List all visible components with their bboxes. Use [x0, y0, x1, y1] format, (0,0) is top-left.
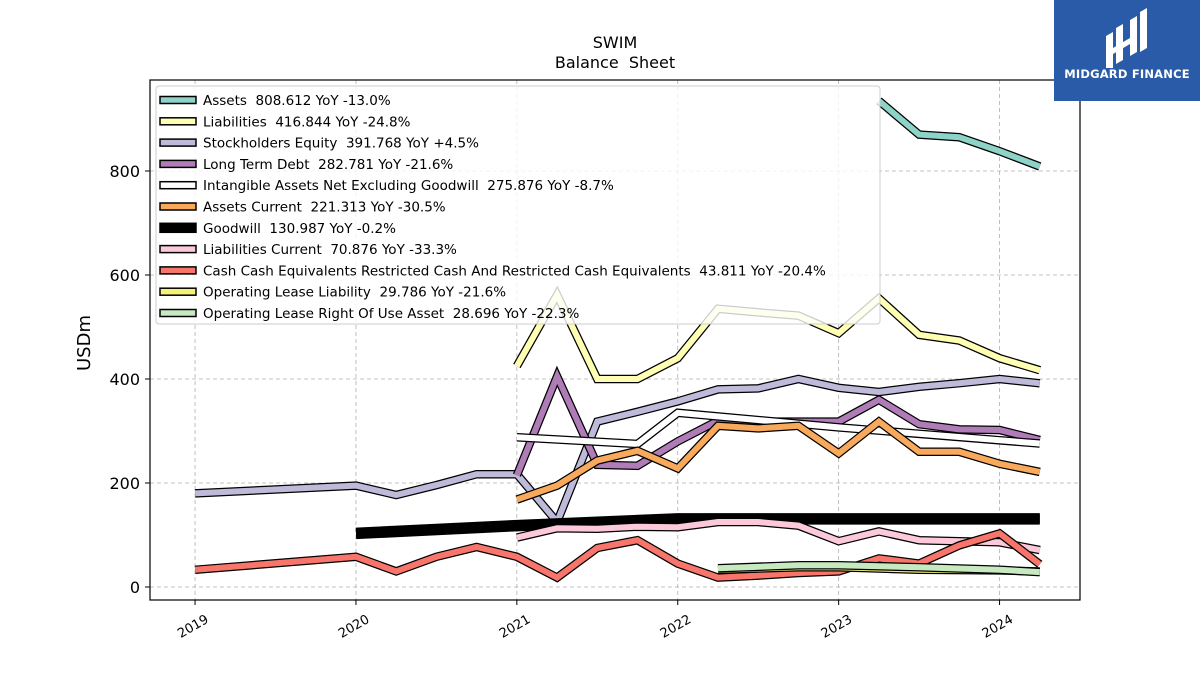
legend-item: Operating Lease Right Of Use Asset 28.69… — [159, 306, 579, 322]
legend-swatch — [159, 180, 197, 190]
y-tick-label: 600 — [109, 266, 140, 285]
chart-subtitle: Balance Sheet — [555, 53, 675, 72]
legend-label: Liabilities 416.844 YoY -24.8% — [203, 114, 411, 130]
series-line — [876, 98, 1041, 170]
series-7 — [355, 513, 1040, 540]
series-line — [516, 519, 1041, 554]
legend-label: Intangible Assets Net Excluding Goodwill… — [203, 178, 614, 194]
y-tick-label: 200 — [109, 474, 140, 493]
x-tick-label: 2022 — [658, 612, 694, 642]
series-layer — [194, 97, 1043, 583]
series-line — [717, 562, 1040, 576]
legend-item: Stockholders Equity 391.768 YoY +4.5% — [159, 136, 479, 152]
series-3 — [194, 374, 1041, 531]
legend-label: Operating Lease Liability 29.786 YoY -21… — [203, 285, 506, 301]
y-axis-label: USDm — [74, 315, 95, 371]
chart-title: SWIM — [593, 33, 638, 52]
legend-label: Liabilities Current 70.876 YoY -33.3% — [203, 242, 457, 258]
legend-swatch — [159, 202, 197, 211]
brand-logo: MIDGARD FINANCE — [1054, 0, 1200, 101]
legend-item: Liabilities Current 70.876 YoY -33.3% — [159, 242, 457, 258]
x-tick-label: 2021 — [497, 612, 533, 642]
legend: Assets 808.612 YoY -13.0% Liabilities 416… — [155, 85, 881, 325]
legend-item: Cash Cash Equivalents Restricted Cash An… — [159, 263, 826, 279]
legend-swatch — [159, 244, 197, 254]
legend-frame — [155, 85, 881, 325]
legend-item: Long Term Debt 282.781 YoY -21.6% — [159, 157, 453, 173]
brand-mark-icon — [1106, 8, 1147, 68]
legend-swatch — [159, 222, 197, 234]
series-line — [515, 417, 1041, 503]
series-5 — [516, 408, 1041, 449]
legend-item: Liabilities 416.844 YoY -24.8% — [159, 114, 411, 130]
series-line — [194, 375, 1041, 528]
legend-swatch — [159, 159, 197, 169]
legend-label: Goodwill 130.987 YoY -0.2% — [203, 221, 396, 237]
legend-item: Goodwill 130.987 YoY -0.2% — [159, 221, 396, 237]
series-line — [355, 514, 1040, 538]
series-11 — [717, 560, 1041, 577]
legend-item: Assets Current 221.313 YoY -30.5% — [159, 200, 446, 216]
legend-swatch — [159, 95, 197, 105]
legend-label: Stockholders Equity 391.768 YoY +4.5% — [203, 136, 479, 152]
legend-swatch — [159, 138, 197, 147]
x-tick-label: 2024 — [980, 612, 1016, 642]
plot-frame — [149, 79, 1081, 601]
y-tick-label: 800 — [109, 162, 140, 181]
y-tick-label: 400 — [109, 370, 140, 389]
legend-swatch — [159, 266, 197, 275]
legend-swatch — [159, 308, 197, 318]
legend-label: Long Term Debt 282.781 YoY -21.6% — [203, 157, 453, 173]
legend-label: Operating Lease Right Of Use Asset 28.69… — [203, 306, 579, 322]
legend-label: Cash Cash Equivalents Restricted Cash An… — [203, 263, 826, 279]
legend-swatch — [159, 117, 197, 126]
brand-name: MIDGARD FINANCE — [1064, 67, 1190, 81]
y-tick-label: 0 — [130, 578, 140, 597]
series-1 — [876, 97, 1042, 171]
series-6 — [515, 416, 1041, 504]
legend-label: Assets Current 221.313 YoY -30.5% — [203, 200, 446, 216]
legend-item: Assets 808.612 YoY -13.0% — [159, 93, 391, 109]
x-tick-label: 2019 — [175, 612, 211, 642]
series-8 — [515, 517, 1041, 555]
legend-label: Assets 808.612 YoY -13.0% — [203, 93, 391, 109]
legend-item: Operating Lease Liability 29.786 YoY -21… — [159, 285, 506, 301]
series-line — [516, 409, 1041, 448]
legend-swatch — [159, 287, 197, 296]
x-tick-label: 2020 — [336, 612, 372, 642]
x-tick-label: 2023 — [819, 612, 855, 642]
legend-item: Intangible Assets Net Excluding Goodwill… — [159, 178, 614, 194]
